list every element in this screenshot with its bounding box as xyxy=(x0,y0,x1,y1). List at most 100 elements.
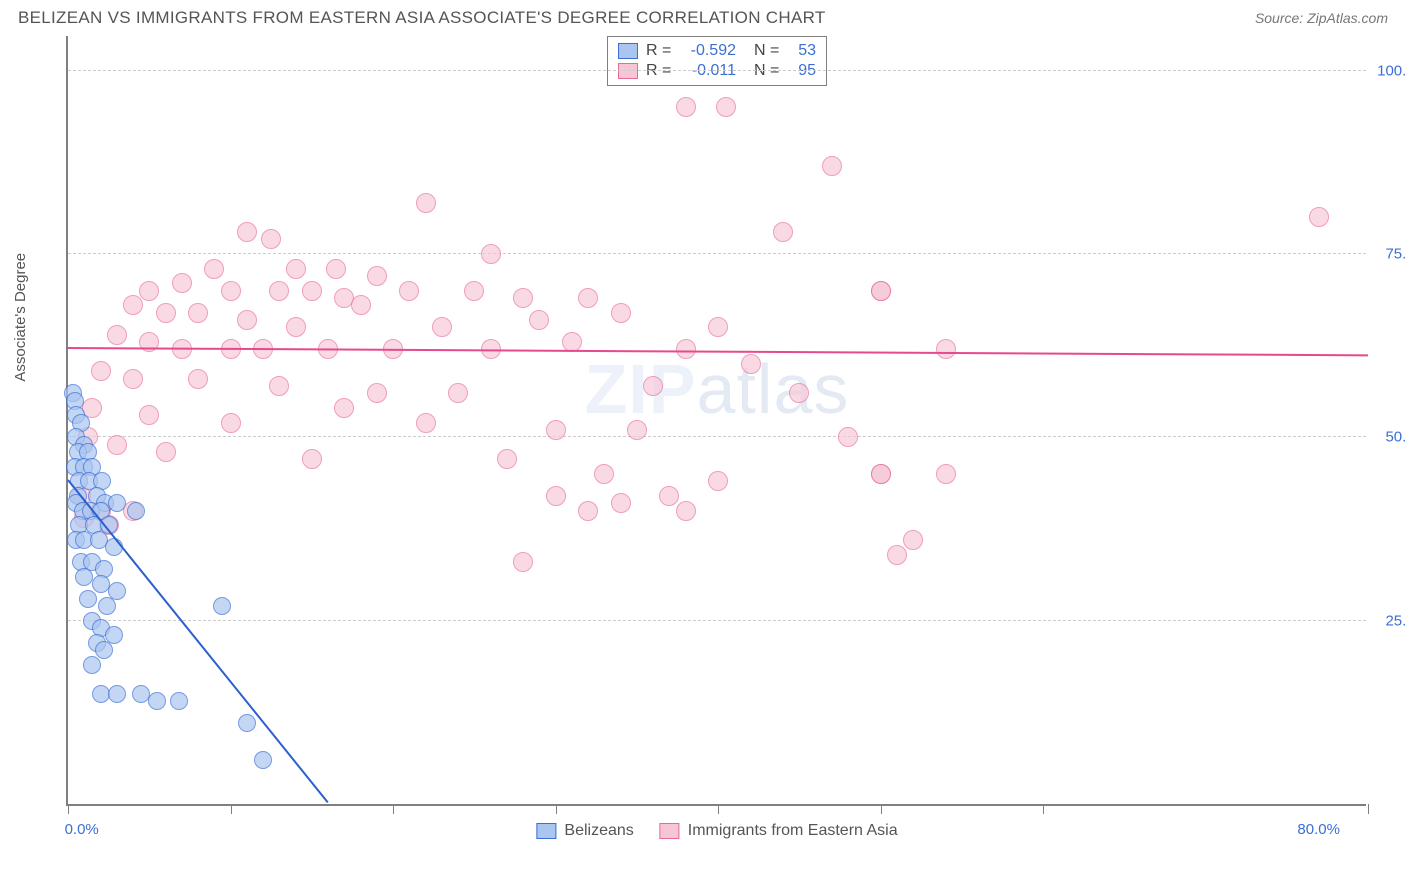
scatter-point-pink xyxy=(326,259,346,279)
scatter-point-pink xyxy=(627,420,647,440)
legend-swatch-pink xyxy=(660,823,680,839)
scatter-point-pink xyxy=(1309,207,1329,227)
scatter-point-blue xyxy=(213,597,231,615)
scatter-point-blue xyxy=(105,538,123,556)
legend-item-blue: Belizeans xyxy=(536,822,633,840)
scatter-point-blue xyxy=(148,692,166,710)
scatter-point-pink xyxy=(529,310,549,330)
scatter-point-pink xyxy=(302,449,322,469)
scatter-point-pink xyxy=(156,442,176,462)
scatter-point-pink xyxy=(261,229,281,249)
scatter-point-pink xyxy=(302,281,322,301)
scatter-point-blue xyxy=(83,656,101,674)
scatter-point-blue xyxy=(170,692,188,710)
scatter-point-pink xyxy=(237,310,257,330)
gridline xyxy=(68,253,1366,254)
legend: Belizeans Immigrants from Eastern Asia xyxy=(536,822,897,840)
scatter-point-pink xyxy=(448,383,468,403)
scatter-point-pink xyxy=(676,339,696,359)
scatter-point-blue xyxy=(79,590,97,608)
chart-title: BELIZEAN VS IMMIGRANTS FROM EASTERN ASIA… xyxy=(18,8,826,28)
scatter-point-pink xyxy=(936,464,956,484)
xtick xyxy=(718,804,719,814)
scatter-point-pink xyxy=(936,339,956,359)
y-axis-label: Associate's Degree xyxy=(12,253,29,382)
scatter-point-pink xyxy=(91,361,111,381)
scatter-point-pink xyxy=(416,193,436,213)
gridline xyxy=(68,70,1366,71)
scatter-point-pink xyxy=(237,222,257,242)
stat-label-n: N = xyxy=(754,62,780,80)
scatter-point-pink xyxy=(578,288,598,308)
scatter-point-pink xyxy=(659,486,679,506)
ytick-label: 50.0% xyxy=(1385,429,1406,446)
scatter-point-pink xyxy=(432,317,452,337)
scatter-point-pink xyxy=(643,376,663,396)
legend-item-pink: Immigrants from Eastern Asia xyxy=(660,822,898,840)
scatter-point-pink xyxy=(741,354,761,374)
scatter-point-blue xyxy=(238,714,256,732)
source-label: Source: ZipAtlas.com xyxy=(1255,10,1388,26)
xtick xyxy=(1368,804,1369,814)
scatter-point-pink xyxy=(204,259,224,279)
stat-label-n: N = xyxy=(754,42,780,60)
scatter-point-pink xyxy=(822,156,842,176)
xtick xyxy=(556,804,557,814)
scatter-point-pink xyxy=(351,295,371,315)
scatter-point-blue xyxy=(98,597,116,615)
xtick xyxy=(393,804,394,814)
stat-r-blue: -0.592 xyxy=(680,42,736,60)
gridline xyxy=(68,436,1366,437)
scatter-point-pink xyxy=(789,383,809,403)
scatter-point-pink xyxy=(269,376,289,396)
watermark: ZIPatlas xyxy=(585,349,850,429)
scatter-point-pink xyxy=(416,413,436,433)
scatter-point-pink xyxy=(188,369,208,389)
scatter-point-blue xyxy=(254,751,272,769)
scatter-point-pink xyxy=(464,281,484,301)
ytick-label: 100.0% xyxy=(1377,62,1406,79)
stat-n-blue: 53 xyxy=(788,42,816,60)
scatter-point-pink xyxy=(611,493,631,513)
scatter-point-pink xyxy=(481,244,501,264)
scatter-point-pink xyxy=(139,405,159,425)
scatter-point-blue xyxy=(127,502,145,520)
scatter-point-pink xyxy=(546,420,566,440)
scatter-point-pink xyxy=(172,273,192,293)
stats-row-pink: R = -0.011 N = 95 xyxy=(618,61,816,81)
scatter-point-pink xyxy=(716,97,736,117)
scatter-point-pink xyxy=(708,317,728,337)
xtick xyxy=(881,804,882,814)
ytick-label: 75.0% xyxy=(1385,246,1406,263)
scatter-point-pink xyxy=(107,325,127,345)
scatter-point-pink xyxy=(594,464,614,484)
scatter-point-pink xyxy=(107,435,127,455)
ytick-label: 25.0% xyxy=(1385,612,1406,629)
scatter-point-pink xyxy=(838,427,858,447)
scatter-point-pink xyxy=(513,288,533,308)
scatter-point-pink xyxy=(887,545,907,565)
scatter-point-pink xyxy=(611,303,631,323)
watermark-bold: ZIP xyxy=(585,350,697,428)
scatter-point-pink xyxy=(188,303,208,323)
xtick xyxy=(68,804,69,814)
legend-label-pink: Immigrants from Eastern Asia xyxy=(688,822,898,840)
legend-label-blue: Belizeans xyxy=(564,822,633,840)
scatter-point-pink xyxy=(221,413,241,433)
scatter-point-pink xyxy=(139,281,159,301)
stat-n-pink: 95 xyxy=(788,62,816,80)
scatter-point-blue xyxy=(108,494,126,512)
xtick xyxy=(231,804,232,814)
swatch-blue xyxy=(618,43,638,59)
scatter-point-pink xyxy=(578,501,598,521)
scatter-point-pink xyxy=(773,222,793,242)
watermark-thin: atlas xyxy=(697,350,850,428)
scatter-point-pink xyxy=(903,530,923,550)
scatter-point-pink xyxy=(123,295,143,315)
stats-row-blue: R = -0.592 N = 53 xyxy=(618,41,816,61)
xtick-label: 0.0% xyxy=(65,821,99,838)
scatter-point-pink xyxy=(286,259,306,279)
scatter-point-pink xyxy=(871,281,891,301)
stats-box: R = -0.592 N = 53 R = -0.011 N = 95 xyxy=(607,36,827,86)
stat-r-pink: -0.011 xyxy=(680,62,736,80)
